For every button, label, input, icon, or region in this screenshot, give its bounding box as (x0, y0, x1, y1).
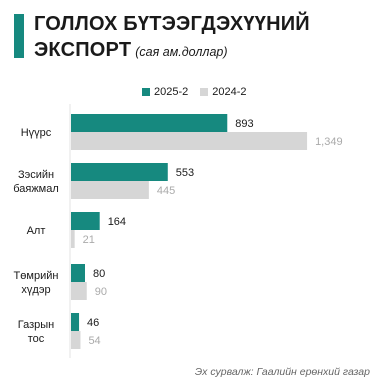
bar-2025-2 (71, 264, 85, 282)
legend-label-2024: 2024-2 (212, 86, 247, 98)
chart-subtitle: (сая ам.доллар) (135, 45, 228, 59)
legend-item-2025: 2025-2 (142, 86, 188, 98)
bar-2024-2 (71, 282, 87, 300)
data-label-2024-2: 90 (95, 286, 107, 298)
category-label: Алт (27, 225, 46, 237)
data-label-2024-2: 54 (88, 335, 100, 347)
legend: 2025-2 2024-2 (142, 86, 247, 98)
bar-2024-2 (71, 230, 75, 248)
bar-2025-2 (71, 114, 228, 132)
bar-2024-2 (71, 331, 81, 349)
data-label-2025-2: 46 (87, 317, 99, 329)
category-label: Нүүрс (21, 127, 52, 139)
chart-title: ГОЛЛОХ БҮТЭЭГДЭХҮҮНИЙ ЭКСПОРТ (сая ам.дол… (34, 11, 379, 65)
legend-label-2025: 2025-2 (154, 86, 189, 98)
title-line-1: ГОЛЛОХ БҮТЭЭГДЭХҮҮНИЙ (34, 13, 310, 35)
title-line-2: ЭКСПОРТ (сая ам.доллар) (34, 37, 379, 65)
bar-2025-2 (71, 163, 168, 181)
data-label-2025-2: 164 (108, 216, 126, 228)
data-label-2025-2: 893 (235, 118, 253, 130)
data-label-2024-2: 1,349 (315, 136, 343, 148)
category-label: Төмрийн хүдэр (14, 270, 59, 296)
data-label-2024-2: 445 (157, 185, 175, 197)
bar-2025-2 (71, 212, 100, 230)
category-label: Зэсийн баяжмал (13, 169, 59, 195)
bar-2024-2 (71, 181, 149, 199)
title-accent-bar (14, 14, 24, 58)
legend-swatch-2024 (200, 88, 209, 96)
data-label-2024-2: 21 (83, 234, 95, 246)
data-label-2025-2: 80 (93, 268, 105, 280)
title-line-2-text: ЭКСПОРТ (34, 39, 132, 61)
bar-2024-2 (71, 132, 308, 150)
bar-2025-2 (71, 313, 80, 331)
legend-swatch-2025 (142, 88, 150, 96)
data-label-2025-2: 553 (176, 167, 194, 179)
legend-item-2024: 2024-2 (200, 86, 247, 98)
category-label: Газрын тос (18, 319, 54, 345)
source-note: Эх сурвалж: Гаалийн ерөнхий газар (194, 366, 370, 378)
